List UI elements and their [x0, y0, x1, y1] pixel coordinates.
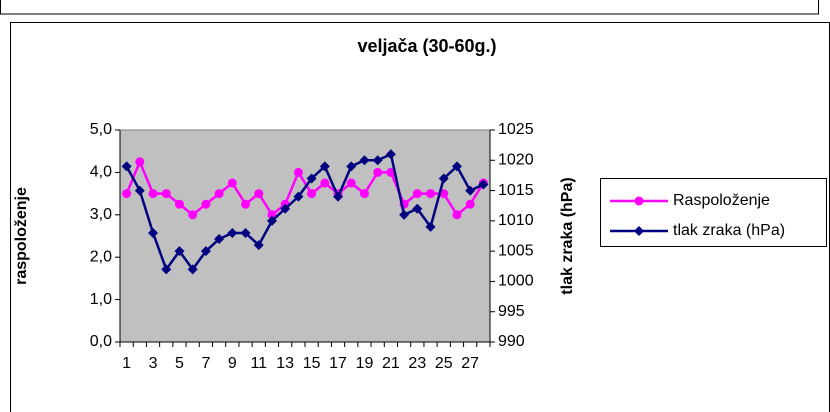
chart-title: veljača (30-60g.) [357, 36, 496, 56]
data-point [148, 189, 158, 199]
data-point [399, 209, 410, 220]
data-point [135, 157, 145, 167]
x-tick-label: 5 [175, 355, 184, 372]
data-point [425, 221, 436, 232]
data-point [148, 227, 159, 238]
data-point [241, 199, 251, 209]
data-point [412, 189, 422, 199]
data-point [372, 155, 383, 166]
data-point [320, 178, 330, 188]
y2-tick-label: 1020 [498, 152, 534, 169]
x-tick-label: 19 [356, 355, 374, 372]
x-tick-label: 17 [329, 355, 347, 372]
data-point [227, 178, 237, 188]
data-point [214, 234, 225, 245]
legend-label: Raspoloženje [673, 192, 770, 209]
data-point [333, 191, 344, 202]
x-tick-label: 1 [122, 355, 131, 372]
data-point [426, 189, 436, 199]
y2-tick-label: 1025 [498, 121, 534, 138]
data-point [240, 227, 251, 238]
y-tick-label: 1,0 [90, 291, 112, 308]
data-point [134, 185, 145, 196]
y-tick-label: 3,0 [90, 206, 112, 223]
series-line [125, 158, 485, 217]
x-tick-label: 13 [276, 355, 294, 372]
data-point [187, 264, 198, 275]
x-tick-label: 27 [461, 355, 479, 372]
y2-tick-label: 990 [498, 333, 525, 350]
data-point [346, 178, 356, 188]
data-point [478, 179, 489, 190]
data-point [280, 203, 291, 214]
data-point [451, 161, 462, 172]
data-point [385, 149, 396, 160]
x-tick-label: 15 [303, 355, 321, 372]
x-tick-label: 3 [149, 355, 158, 372]
data-point [161, 189, 171, 199]
data-point [200, 246, 211, 257]
data-point [214, 189, 224, 199]
series-line [125, 152, 484, 272]
legend-marker [634, 226, 644, 236]
data-point [319, 161, 330, 172]
data-point [267, 210, 277, 220]
y2-tick-label: 995 [498, 303, 525, 320]
x-tick-label: 21 [382, 355, 400, 372]
y-tick-label: 4,0 [90, 164, 112, 181]
data-point [253, 240, 264, 251]
data-point [465, 199, 475, 209]
data-point [266, 215, 277, 226]
data-point [254, 189, 264, 199]
data-point [359, 189, 369, 199]
x-tick-label: 7 [201, 355, 210, 372]
top-frame [0, 0, 819, 15]
data-point [188, 210, 198, 220]
data-point [121, 161, 132, 172]
data-point [452, 210, 462, 220]
data-point [201, 199, 211, 209]
data-point [412, 203, 423, 214]
y2-tick-label: 1005 [498, 242, 534, 259]
y-tick-label: 5,0 [90, 121, 112, 138]
data-point [293, 191, 304, 202]
plot-area [119, 129, 491, 343]
data-point [438, 173, 449, 184]
data-point [293, 167, 303, 177]
legend-marker [634, 196, 644, 206]
x-tick-label: 11 [250, 355, 267, 372]
y2-axis-label: tlak zraka (hPa) [559, 177, 576, 294]
y2-tick-label: 1010 [498, 212, 534, 229]
data-point [373, 167, 383, 177]
data-point [227, 227, 238, 238]
x-tick-label: 9 [228, 355, 237, 372]
data-point [465, 185, 476, 196]
data-point [161, 264, 172, 275]
data-point [307, 189, 317, 199]
y-tick-label: 2,0 [90, 248, 112, 265]
y2-tick-label: 1015 [498, 182, 534, 199]
y2-tick-label: 1000 [498, 273, 534, 290]
legend-label: tlak zraka (hPa) [673, 222, 785, 239]
data-point [346, 161, 357, 172]
y-axis-label: raspoloženje [13, 187, 30, 285]
data-point [122, 189, 132, 199]
data-point [306, 173, 317, 184]
y-tick-label: 0,0 [90, 333, 112, 350]
data-point [359, 155, 370, 166]
x-tick-label: 23 [408, 355, 426, 372]
x-tick-label: 25 [435, 355, 453, 372]
data-point [174, 199, 184, 209]
data-point [174, 246, 185, 257]
